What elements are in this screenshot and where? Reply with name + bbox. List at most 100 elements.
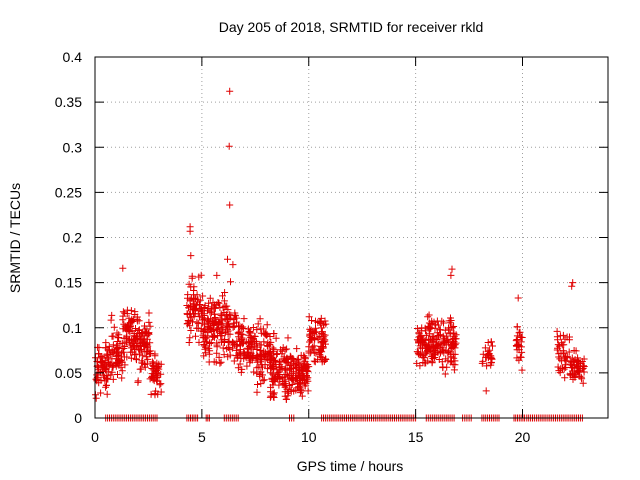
data-point bbox=[148, 373, 155, 381]
data-point bbox=[448, 265, 456, 273]
data-point bbox=[230, 357, 238, 365]
data-point bbox=[136, 346, 144, 354]
data-point bbox=[567, 360, 574, 368]
data-point bbox=[561, 335, 569, 343]
data-point bbox=[558, 357, 566, 365]
data-point bbox=[109, 332, 117, 340]
data-point bbox=[442, 332, 450, 340]
data-point bbox=[127, 344, 135, 352]
data-point bbox=[153, 364, 161, 372]
data-point bbox=[448, 324, 456, 332]
data-point bbox=[213, 343, 221, 351]
data-point bbox=[573, 367, 581, 375]
data-point bbox=[211, 310, 219, 318]
data-point bbox=[189, 306, 197, 314]
y-tick-label: 0.1 bbox=[63, 320, 83, 336]
data-point bbox=[413, 325, 421, 332]
data-point bbox=[515, 329, 523, 337]
data-point bbox=[444, 336, 452, 344]
data-point bbox=[310, 342, 318, 350]
data-point bbox=[256, 315, 264, 323]
data-point bbox=[119, 316, 127, 324]
data-point bbox=[279, 344, 287, 352]
data-point bbox=[428, 320, 436, 328]
data-point bbox=[229, 323, 237, 331]
data-point bbox=[217, 311, 225, 319]
data-point bbox=[439, 364, 447, 372]
y-tick-label: 0.3 bbox=[63, 139, 83, 155]
data-point bbox=[283, 345, 291, 353]
data-point bbox=[128, 348, 136, 356]
data-point bbox=[483, 362, 491, 370]
data-point bbox=[307, 334, 315, 341]
data-point bbox=[517, 338, 525, 346]
data-point bbox=[436, 326, 444, 334]
data-point bbox=[483, 353, 491, 361]
data-point bbox=[318, 342, 326, 350]
data-point bbox=[116, 340, 124, 348]
data-point bbox=[216, 359, 224, 367]
data-point bbox=[189, 302, 197, 310]
data-point bbox=[419, 344, 426, 352]
data-point bbox=[128, 327, 136, 335]
grid-lines bbox=[95, 57, 608, 418]
data-point bbox=[301, 382, 309, 390]
data-point bbox=[207, 315, 215, 323]
data-point bbox=[194, 296, 202, 304]
data-point bbox=[201, 338, 209, 346]
data-point bbox=[307, 326, 315, 334]
data-point bbox=[555, 342, 563, 350]
data-point bbox=[253, 339, 261, 347]
data-point bbox=[437, 349, 444, 357]
data-point bbox=[563, 352, 571, 360]
data-point bbox=[568, 354, 576, 362]
data-point bbox=[253, 358, 261, 366]
data-point bbox=[310, 357, 318, 365]
data-points bbox=[92, 87, 588, 422]
data-point bbox=[438, 317, 446, 325]
data-point bbox=[568, 282, 576, 290]
data-point bbox=[441, 370, 449, 378]
data-point bbox=[317, 320, 325, 327]
data-point bbox=[269, 389, 277, 397]
data-point bbox=[246, 329, 254, 337]
data-point bbox=[560, 365, 568, 373]
data-point bbox=[226, 323, 234, 331]
data-point bbox=[127, 307, 135, 315]
data-point bbox=[217, 358, 225, 366]
data-point bbox=[419, 338, 427, 346]
data-point bbox=[263, 354, 271, 362]
data-point bbox=[317, 314, 325, 322]
data-point bbox=[513, 346, 521, 354]
y-axis-label: SRMTID / TECUs bbox=[7, 183, 23, 293]
data-point bbox=[237, 323, 245, 331]
data-point bbox=[450, 323, 458, 330]
data-point bbox=[213, 271, 221, 279]
data-point bbox=[301, 354, 309, 362]
data-point bbox=[223, 345, 231, 353]
data-point bbox=[320, 321, 328, 329]
data-point bbox=[110, 323, 118, 331]
data-point bbox=[200, 352, 208, 360]
data-point bbox=[136, 365, 144, 373]
data-point bbox=[188, 272, 196, 280]
data-point bbox=[215, 299, 223, 307]
y-tick-labels: 0 0.05 0.1 0.15 0.2 0.25 0.3 0.35 0.4 bbox=[55, 49, 82, 426]
data-point bbox=[272, 351, 280, 358]
data-point bbox=[183, 302, 191, 309]
data-point bbox=[101, 377, 109, 385]
data-point bbox=[128, 316, 136, 324]
data-point bbox=[97, 389, 105, 397]
data-point bbox=[196, 301, 203, 308]
data-point bbox=[424, 313, 432, 321]
data-point bbox=[298, 392, 306, 400]
data-point bbox=[235, 328, 243, 336]
data-point bbox=[211, 304, 219, 312]
data-point bbox=[102, 344, 110, 352]
data-point bbox=[424, 322, 432, 330]
data-point bbox=[293, 345, 301, 353]
data-point bbox=[243, 362, 251, 370]
x-axis-label: GPS time / hours bbox=[297, 458, 404, 474]
data-point bbox=[234, 329, 242, 337]
data-point bbox=[426, 336, 434, 344]
